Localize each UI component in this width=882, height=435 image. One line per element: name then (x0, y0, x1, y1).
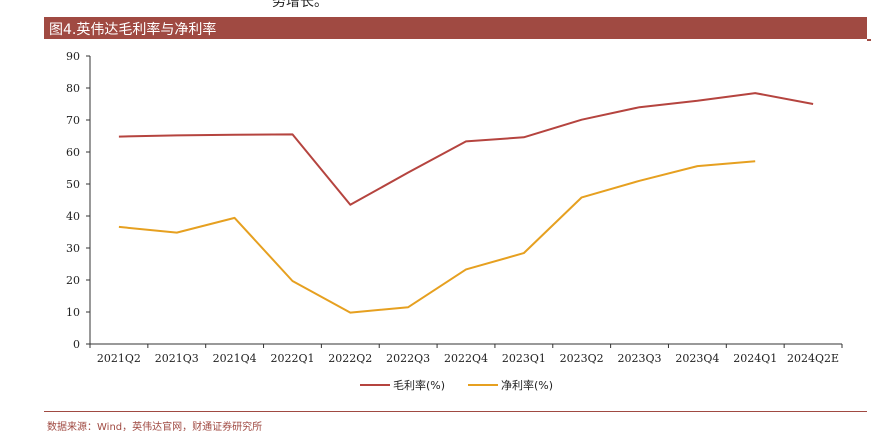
y-tick-label: 10 (66, 306, 80, 319)
x-tick-label: 2023Q2 (560, 352, 604, 365)
chart-title: 图4.英伟达毛利率与净利率 (49, 22, 217, 38)
x-tick-label: 2021Q3 (155, 352, 199, 365)
legend-label-2: 净利率(%) (501, 378, 553, 392)
x-tick-label: 2023Q4 (675, 352, 719, 365)
x-tick-label: 2022Q3 (386, 352, 430, 365)
x-tick-label: 2021Q4 (213, 352, 257, 365)
x-tick-label: 2021Q2 (97, 352, 141, 365)
y-tick-label: 70 (66, 114, 80, 127)
y-tick-label: 40 (66, 210, 80, 223)
header-text: 务增长。 (272, 0, 328, 10)
chart-legend: 毛利率(%) 净利率(%) (360, 378, 553, 392)
x-tick-label: 2022Q1 (270, 352, 314, 365)
source-note: 数据来源：Wind，英伟达官网，财通证券研究所 (47, 422, 263, 433)
title-bar-tail (867, 39, 871, 41)
x-tick-label: 2023Q1 (502, 352, 546, 365)
y-tick-label: 50 (66, 178, 80, 191)
x-tick-label: 2022Q2 (328, 352, 372, 365)
chart-series (118, 92, 814, 314)
x-tick-label: 2024Q2E (787, 352, 839, 365)
x-tick-label: 2022Q4 (444, 352, 488, 365)
y-tick-label: 90 (66, 50, 80, 63)
y-tick-label: 20 (66, 274, 80, 287)
chart-axes: 0 10 20 30 40 50 60 70 80 90 2021Q2 2021Q3 2021Q4 202… (66, 50, 843, 365)
y-tick-label: 30 (66, 242, 80, 255)
line-chart: 0 10 20 30 40 50 60 70 80 90 2021Q2 2021Q3 2021Q4 202… (66, 50, 843, 392)
y-tick-label: 0 (73, 338, 80, 351)
legend-label-1: 毛利率(%) (393, 378, 445, 392)
y-tick-label: 60 (66, 146, 80, 159)
series-line-2 (118, 160, 756, 314)
y-tick-label: 80 (66, 82, 80, 95)
source-divider (44, 411, 867, 412)
x-tick-label: 2024Q1 (733, 352, 777, 365)
title-bar: 图4.英伟达毛利率与净利率 (44, 17, 871, 41)
x-tick-label: 2023Q3 (618, 352, 662, 365)
series-line-1 (118, 92, 814, 206)
